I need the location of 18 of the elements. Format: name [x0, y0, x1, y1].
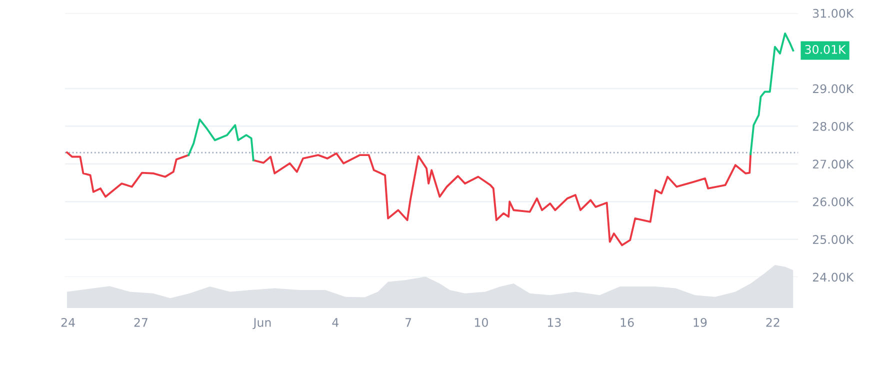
annotation: 30.01K [805, 44, 846, 54]
y-tick-label: 25.00K [812, 235, 854, 244]
x-tick-label: 24 [61, 318, 75, 327]
y-tick-label: 24.00K [812, 272, 854, 282]
x-tick-label: Jun [252, 318, 271, 330]
y-tick-label: 27.00K [812, 160, 854, 169]
x-tick-label: 19 [694, 318, 707, 327]
y-tick-label: 29.00K [812, 84, 854, 94]
y-tick-label: 28.00K [812, 122, 854, 131]
x-tick-label: 10 [475, 318, 488, 327]
x-tick-label: 7 [406, 318, 412, 327]
y-tick-label: 26.00K [812, 197, 854, 206]
x-tick-label: 27 [134, 318, 148, 327]
x-tick-label: 13 [548, 318, 561, 327]
x-tick-label: 22 [766, 318, 780, 327]
x-tick-label: 4 [332, 318, 338, 327]
y-tick-label: 31.00K [813, 8, 854, 18]
x-tick-label: 16 [620, 318, 634, 327]
